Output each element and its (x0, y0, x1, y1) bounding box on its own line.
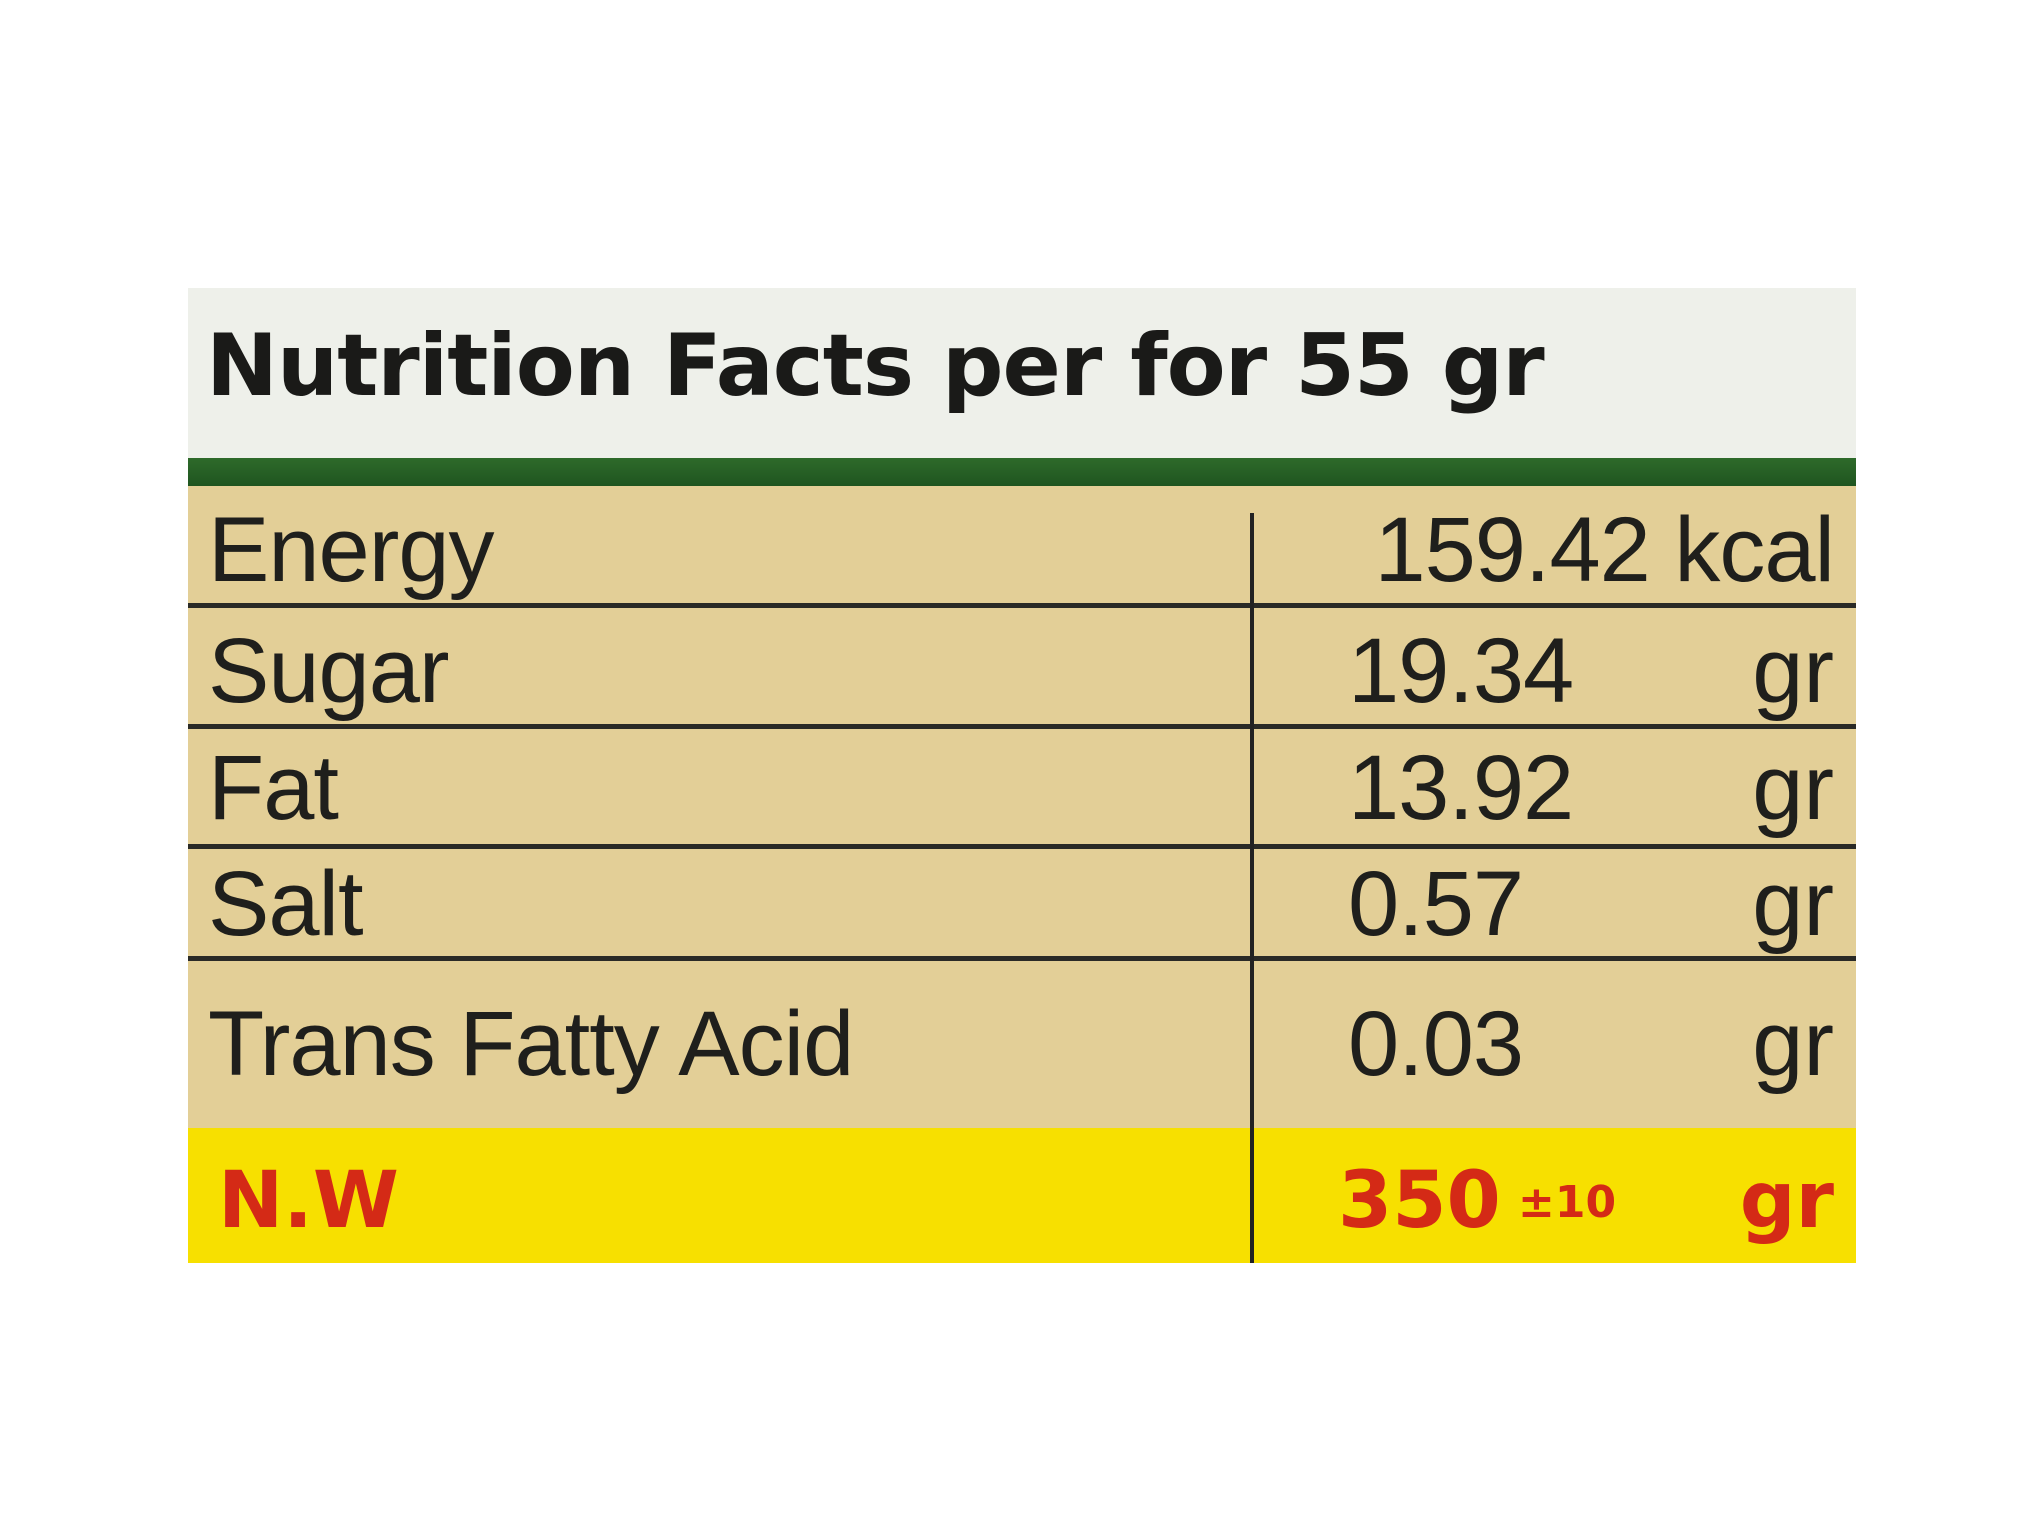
net-weight-value: 350 (1338, 1156, 1501, 1246)
nutrient-name-fat: Fat (208, 737, 339, 839)
net-weight-unit: gr (1739, 1156, 1834, 1246)
nutrient-value-fat: 13.92 (1348, 737, 1574, 839)
nutrient-value-sugar: 19.34 (1348, 620, 1574, 722)
header-divider-bar (188, 458, 1856, 486)
nutrition-table (188, 486, 1856, 1128)
nutrient-value-salt: 0.57 (1348, 853, 1524, 955)
nutrient-name-trans-fatty-acid: Trans Fatty Acid (208, 993, 854, 1095)
nutrient-value-energy: 159.42 kcal (1374, 499, 1835, 601)
net-weight-row (188, 1128, 1856, 1263)
row-separator (188, 844, 1856, 849)
nutrient-unit-trans-fatty-acid: gr (1752, 993, 1834, 1095)
nutrient-value-trans-fatty-acid: 0.03 (1348, 993, 1524, 1095)
row-separator (188, 603, 1856, 608)
nutrient-unit-fat: gr (1752, 737, 1834, 839)
nutrition-title: Nutrition Facts per for 55 gr (206, 316, 1545, 416)
row-separator (188, 956, 1856, 961)
nutrient-name-salt: Salt (208, 853, 364, 955)
nutrition-label: Nutrition Facts per for 55 gr Energy 159… (188, 288, 1856, 1263)
nutrient-unit-sugar: gr (1752, 620, 1834, 722)
column-divider (1250, 513, 1254, 1263)
nutrient-unit-salt: gr (1752, 853, 1834, 955)
net-weight-label: N.W (218, 1156, 399, 1246)
nutrient-name-energy: Energy (208, 499, 494, 601)
row-separator (188, 724, 1856, 729)
net-weight-tolerance: ±10 (1518, 1177, 1617, 1228)
label-header: Nutrition Facts per for 55 gr (188, 288, 1856, 458)
nutrient-name-sugar: Sugar (208, 620, 449, 722)
